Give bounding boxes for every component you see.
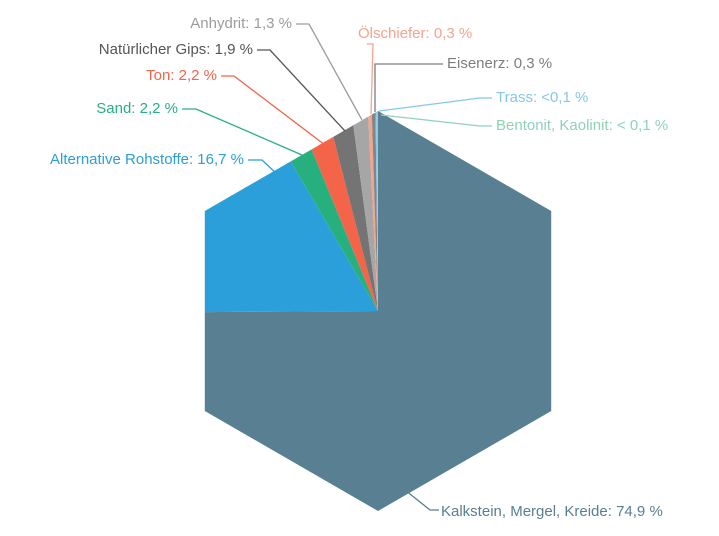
slice-label-5: Natürlicher Gips: 1,9 % [99,41,253,58]
leader-line-2 [248,159,279,176]
leader-line-6 [296,23,363,121]
leader-line-4 [221,75,326,146]
leader-line-1 [404,489,439,511]
leader-line-5 [257,49,346,132]
pie-slice-3 [290,149,378,311]
slice-label-4: Ton: 2,2 % [146,67,217,84]
pie-slice-5 [333,125,378,311]
leader-line-10 [380,114,492,127]
pie-slice-10 [376,111,378,311]
slice-label-7: Ölschiefer: 0,3 % [358,24,472,42]
slice-label-6: Anhydrit: 1,3 % [190,15,292,32]
leader-line-8 [374,63,443,112]
leader-line-7 [367,43,374,115]
slice-label-3: Sand: 2,2 % [96,100,178,117]
pie-slice-2 [204,161,378,313]
pie-slice-8 [371,112,378,311]
chart-labels: Kalkstein, Mergel, Kreide: 74,9 % Alterna… [50,15,668,520]
slice-label-2: Alternative Rohstoffe: 16,7 % [50,151,244,168]
slice-label-10: Bentonit, Kaolinit: < 0,1 % [496,117,668,134]
slice-label-8: Eisenerz: 0,3 % [447,55,552,72]
pie-slice-4 [311,136,378,311]
chart-leader-lines [182,23,492,511]
pie-slice-9 [375,111,378,311]
leader-line-9 [378,97,492,112]
pie-slice-6 [353,116,378,312]
pie-slice-7 [368,114,378,311]
chart-slices [204,111,552,511]
slice-label-9: Trass: <0,1 % [496,89,588,106]
slice-label-1: Kalkstein, Mergel, Kreide: 74,9 % [441,503,663,520]
leader-line-3 [182,108,303,156]
